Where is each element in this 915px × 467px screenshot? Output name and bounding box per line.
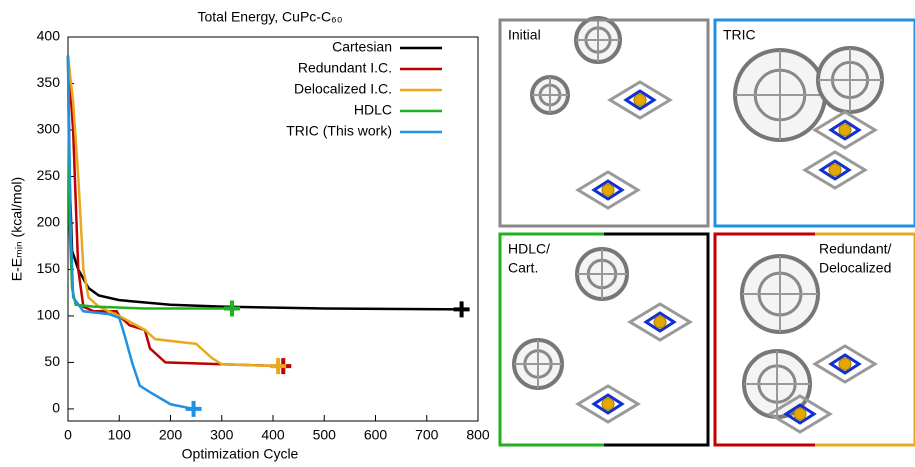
y-tick-label: 350: [37, 74, 61, 90]
fullerene-cage: [576, 18, 620, 62]
fullerene-cage: [577, 249, 627, 299]
copper-atom: [601, 397, 615, 411]
copper-atom: [633, 93, 647, 107]
phthalocyanine-n: [623, 89, 657, 111]
series-line: [66, 55, 279, 368]
panel-label: HDLC/: [508, 241, 550, 257]
phthalocyanine-n: [591, 179, 625, 201]
y-tick-label: 50: [44, 353, 60, 369]
legend-label: Redundant I.C.: [298, 60, 392, 76]
phthalocyanine-n: [783, 403, 817, 425]
copper-atom: [838, 357, 852, 371]
x-tick-label: 700: [415, 427, 439, 443]
plot-frame: [67, 36, 479, 422]
chart-title: Total Energy, CuPc-C₆₀: [197, 9, 342, 25]
phthalocyanine: [575, 170, 641, 210]
fullerene-cage: [735, 50, 825, 140]
panel-border: [713, 18, 815, 228]
fullerene-cage: [514, 340, 562, 388]
series-line: [66, 55, 462, 311]
panel: HDLC/Cart.: [498, 232, 710, 447]
panel-border: [498, 18, 604, 228]
panel-border: [498, 232, 604, 447]
end-marker: [224, 300, 240, 317]
panel: Redundant/Delocalized: [713, 232, 915, 447]
x-tick-label: 400: [261, 427, 285, 443]
legend-label: HDLC: [354, 102, 392, 118]
panel-label: Cart.: [508, 260, 538, 276]
legend-label: Delocalized I.C.: [294, 81, 392, 97]
legend-label: Cartesian: [332, 39, 392, 55]
y-tick-label: 200: [37, 214, 61, 230]
y-tick-label: 300: [37, 121, 61, 137]
x-tick-label: 300: [210, 427, 234, 443]
panel-label: Redundant/: [819, 241, 892, 257]
end-marker: [270, 358, 287, 375]
copper-atom: [838, 123, 852, 137]
phthalocyanine: [812, 110, 878, 150]
y-tick-label: 150: [37, 260, 61, 276]
phthalocyanine-n: [643, 311, 677, 333]
y-tick-label: 100: [37, 307, 61, 323]
panel-border: [713, 232, 815, 447]
panel-border: [815, 18, 915, 228]
panel-border: [604, 18, 710, 228]
panel-border: [815, 232, 915, 447]
copper-atom: [601, 183, 615, 197]
x-tick-label: 800: [466, 427, 490, 443]
end-marker: [453, 301, 470, 318]
fullerene-cage: [532, 77, 568, 113]
x-axis-label: Optimization Cycle: [182, 446, 299, 462]
phthalocyanine: [575, 384, 641, 424]
y-tick-label: 250: [37, 167, 61, 183]
fullerene-cage: [742, 256, 818, 332]
phthalocyanine-n: [818, 159, 852, 181]
panel: TRIC: [713, 18, 915, 228]
panel-label: Initial: [508, 27, 541, 43]
y-axis-label: E-Eₘᵢₙ (kcal/mol): [9, 177, 25, 281]
fullerene-cage: [818, 48, 882, 112]
series-line: [66, 55, 284, 368]
phthalocyanine-n: [828, 353, 862, 375]
copper-atom: [653, 315, 667, 329]
series-line: [66, 55, 194, 411]
x-tick-label: 600: [364, 427, 388, 443]
panel-border: [604, 232, 710, 447]
x-tick-label: 100: [108, 427, 132, 443]
x-tick-label: 0: [64, 427, 72, 443]
panel: Initial: [498, 16, 710, 228]
legend-label: TRIC (This work): [286, 123, 392, 139]
y-tick-label: 400: [37, 28, 61, 44]
copper-atom: [828, 163, 842, 177]
series-line: [66, 55, 232, 310]
phthalocyanine: [802, 150, 868, 190]
phthalocyanine-n: [591, 393, 625, 415]
y-tick-label: 0: [52, 400, 60, 416]
copper-atom: [793, 407, 807, 421]
x-tick-label: 500: [313, 427, 337, 443]
fullerene-cage: [744, 351, 810, 417]
phthalocyanine: [627, 302, 693, 342]
panel-label: TRIC: [723, 27, 756, 43]
x-tick-label: 200: [159, 427, 183, 443]
phthalocyanine: [767, 394, 833, 434]
phthalocyanine: [607, 80, 673, 120]
phthalocyanine-n: [828, 119, 862, 141]
panel-label: Delocalized: [819, 260, 891, 276]
end-marker: [185, 400, 202, 417]
phthalocyanine: [812, 344, 878, 384]
